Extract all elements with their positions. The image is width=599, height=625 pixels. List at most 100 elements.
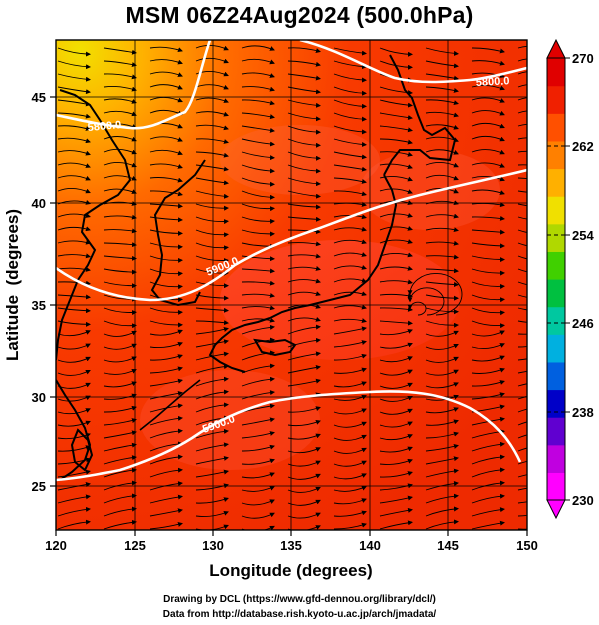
streamline	[471, 84, 505, 91]
streamline	[333, 485, 367, 492]
colorbar-segments	[547, 58, 565, 501]
colorbar-segment	[547, 306, 565, 335]
streamline	[517, 45, 527, 49]
streamline	[57, 420, 91, 427]
streamline	[425, 111, 459, 118]
streamline	[287, 203, 321, 210]
streamline	[379, 99, 413, 108]
streamline	[57, 253, 91, 259]
streamline	[103, 281, 137, 289]
streamline	[379, 483, 413, 491]
streamline	[241, 376, 275, 387]
streamline	[425, 506, 459, 517]
streamline	[103, 98, 137, 104]
streamline	[241, 203, 275, 212]
streamline	[379, 265, 413, 271]
streamline	[333, 60, 367, 70]
streamline	[57, 469, 91, 478]
streamline	[379, 395, 413, 402]
streamline	[425, 240, 459, 246]
streamline	[103, 368, 137, 375]
streamline	[195, 84, 229, 90]
streamline	[471, 149, 505, 155]
streamline	[287, 419, 321, 427]
streamline	[241, 138, 275, 147]
streamline	[57, 482, 91, 491]
streamline	[241, 229, 275, 237]
colorbar-tick-label: 270	[572, 51, 594, 66]
streamline	[241, 164, 275, 174]
streamline	[517, 421, 527, 426]
streamline	[149, 366, 183, 374]
streamline	[287, 324, 321, 335]
streamline	[333, 138, 367, 147]
streamline	[517, 460, 527, 465]
colorbar-segment	[547, 334, 565, 363]
contour-label: 5800.0	[476, 75, 510, 89]
streamline	[195, 428, 229, 439]
streamline	[517, 58, 527, 62]
streamline	[517, 110, 527, 114]
streamline	[517, 307, 527, 311]
streamline	[379, 408, 413, 415]
streamline	[195, 442, 229, 452]
streamline	[149, 136, 183, 142]
streamline	[517, 268, 527, 273]
streamline	[57, 213, 91, 218]
streamline	[241, 472, 275, 479]
streamline	[149, 163, 183, 169]
streamline	[517, 71, 527, 75]
streamline	[379, 356, 413, 363]
streamline	[149, 84, 183, 90]
streamline	[425, 268, 459, 274]
streamline	[517, 203, 527, 207]
streamline	[407, 272, 463, 316]
colorbar-tick-label: 254	[572, 228, 594, 243]
streamline	[471, 454, 505, 465]
streamline	[149, 190, 183, 197]
streamline	[149, 320, 183, 328]
streamline	[425, 60, 459, 69]
streamline	[57, 226, 91, 232]
streamline	[195, 483, 229, 491]
streamline	[195, 151, 229, 158]
streamline	[425, 294, 459, 301]
streamline	[149, 390, 183, 400]
y-tick-label: 45	[32, 90, 46, 105]
streamline	[517, 84, 527, 88]
streamline	[57, 47, 91, 57]
streamline	[471, 307, 505, 316]
streamline	[287, 190, 321, 199]
colorbar-segment	[547, 389, 565, 418]
streamline	[149, 307, 183, 315]
streamline	[149, 508, 183, 517]
streamline	[195, 376, 229, 387]
streamline	[241, 293, 275, 298]
colorbar-segment	[547, 58, 565, 87]
streamline	[195, 339, 229, 348]
streamline	[149, 354, 183, 361]
streamline	[57, 60, 91, 70]
x-axis-label: Longitude (degrees)	[209, 561, 372, 580]
streamline	[425, 330, 459, 337]
streamline	[287, 112, 321, 122]
streamline	[57, 294, 91, 300]
streamline	[149, 522, 183, 530]
streamline	[103, 467, 137, 478]
streamline	[517, 528, 527, 530]
streamline	[379, 188, 413, 194]
streamline	[333, 408, 367, 415]
streamline	[425, 419, 459, 426]
streamline	[471, 467, 505, 478]
streamline	[287, 378, 321, 387]
streamline	[57, 267, 91, 272]
streamline	[103, 519, 137, 530]
streamline	[425, 443, 459, 452]
streamline	[425, 369, 459, 376]
streamline	[287, 241, 321, 247]
streamline	[379, 342, 413, 349]
y-tick-label: 25	[32, 479, 46, 494]
colorbar-segment	[547, 444, 565, 473]
height-contours	[56, 40, 527, 482]
streamline	[517, 395, 527, 400]
